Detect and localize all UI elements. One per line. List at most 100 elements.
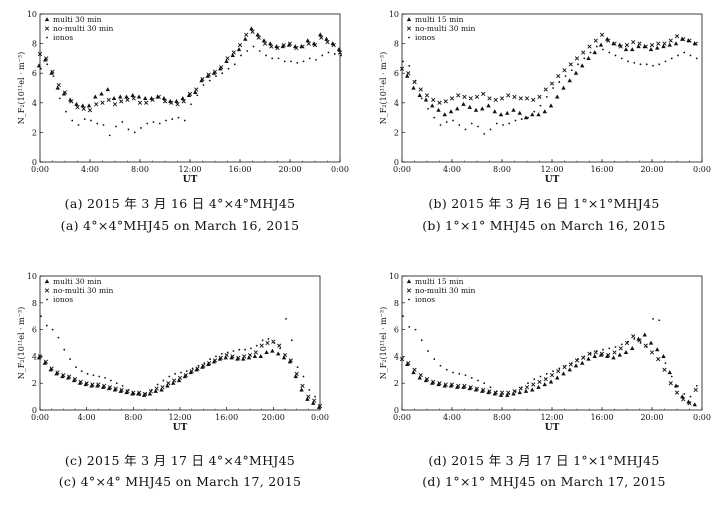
data-point (424, 93, 430, 98)
data-point (524, 96, 530, 101)
data-point (262, 41, 268, 46)
data-point (567, 78, 572, 83)
data-point (37, 354, 43, 359)
data-point (618, 44, 623, 49)
data-point (661, 44, 666, 49)
data-point (306, 394, 311, 399)
data-point (80, 103, 85, 108)
data-point (102, 383, 107, 388)
data-point (302, 60, 305, 63)
caption-en-d: (d) 1°×1° MHJ45 on March 17, 2015 (422, 474, 666, 489)
data-point (580, 63, 585, 68)
data-point (312, 398, 317, 403)
data-point (177, 375, 183, 380)
data-point (533, 378, 536, 381)
legend-marker (44, 279, 50, 284)
data-point (249, 26, 254, 31)
chart-panel-d: 0:00 4:00 8:00 12:00 16:00 20:00 0:00 0 2 4 6 8 10 UT… (362, 264, 725, 529)
y-tick-label: 8 (32, 299, 37, 308)
legend-marker (46, 36, 48, 39)
data-point (418, 87, 423, 92)
data-point (152, 121, 155, 123)
data-point (567, 367, 572, 372)
x-tick-label: 20:00 (262, 413, 285, 422)
data-point (605, 36, 610, 41)
data-point (174, 372, 177, 375)
data-point (282, 352, 288, 358)
data-point (294, 45, 299, 51)
series-3 (402, 315, 698, 398)
data-point (411, 370, 416, 375)
series-3 (402, 45, 698, 135)
data-point (290, 60, 292, 63)
data-point (265, 340, 270, 346)
caption-en-a: (a) 4°×4°MHJ45 on March 16, 2015 (60, 218, 300, 233)
x-tick-label: 4:00 (78, 413, 96, 422)
data-point (458, 124, 461, 126)
data-point (168, 98, 173, 103)
x-tick-label: 12:00 (178, 165, 201, 174)
series-1 (405, 36, 697, 120)
data-point (556, 369, 561, 374)
x-axis-label: UT (545, 175, 560, 185)
data-point (324, 36, 329, 41)
data-point (258, 50, 261, 52)
data-point (658, 319, 661, 322)
series-3 (40, 45, 342, 137)
data-point (197, 364, 200, 367)
data-point (483, 382, 486, 385)
data-point (305, 38, 310, 43)
data-point (558, 367, 561, 370)
data-point (495, 390, 498, 393)
y-axis-label: N_F₂(10¹¹el · m⁻³) (17, 307, 26, 380)
data-point (111, 95, 117, 100)
data-point (645, 346, 648, 348)
data-point (608, 51, 611, 54)
data-point (107, 385, 113, 390)
data-point (583, 355, 586, 358)
series-1 (405, 332, 697, 407)
data-point (470, 122, 473, 125)
data-point (237, 42, 243, 48)
legend-label: ionos (415, 33, 435, 42)
x-tick-label: 16:00 (590, 413, 613, 422)
data-point (648, 340, 654, 345)
data-point (562, 68, 567, 73)
data-point (437, 100, 442, 105)
data-point (46, 63, 49, 66)
data-point (467, 104, 472, 109)
data-point (255, 32, 260, 37)
data-point (215, 75, 217, 78)
data-point (464, 374, 467, 377)
data-point (687, 38, 692, 43)
data-point (306, 41, 311, 46)
data-point (483, 132, 486, 135)
data-point (250, 29, 255, 34)
data-point (227, 67, 230, 70)
data-point (486, 103, 491, 108)
data-point (96, 382, 101, 387)
data-point (253, 350, 258, 355)
data-point (608, 347, 611, 350)
data-point (246, 355, 252, 360)
data-point (431, 97, 436, 102)
x-axis-label: UT (173, 423, 188, 433)
data-point (300, 383, 305, 388)
data-point (612, 350, 617, 355)
data-point (145, 393, 147, 395)
data-point (639, 63, 642, 66)
data-point (276, 351, 281, 356)
data-point (606, 38, 611, 43)
data-point (133, 393, 136, 395)
data-point (115, 382, 118, 385)
data-point (498, 392, 504, 397)
data-point (256, 35, 261, 40)
caption-cn-c: (c) 2015 年 3 月 17 日 4°×4°MHJ45 (64, 453, 296, 468)
data-point (65, 110, 67, 113)
chart-d: 0:00 4:00 8:00 12:00 16:00 20:00 0:000246810UT… (379, 272, 711, 433)
data-point (417, 93, 422, 97)
data-point (296, 366, 299, 369)
data-point (187, 91, 193, 97)
